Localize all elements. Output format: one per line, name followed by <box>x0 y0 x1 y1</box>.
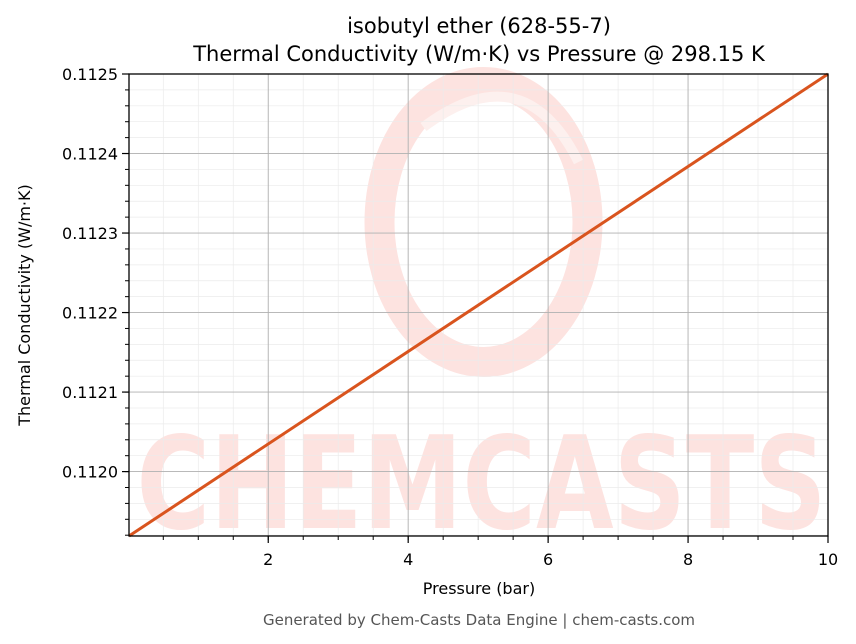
grid <box>129 73 829 536</box>
y-tick-label: 0.1120 <box>62 463 118 482</box>
y-tick-label: 0.1124 <box>62 145 118 164</box>
footer-text: Generated by Chem-Casts Data Engine | ch… <box>263 611 695 629</box>
x-tick-label: 8 <box>683 550 693 569</box>
x-tick-label: 10 <box>818 550 838 569</box>
x-tick-label: 2 <box>263 550 273 569</box>
x-axis: 2 4 6 8 10 <box>162 536 838 569</box>
series-line <box>128 72 829 538</box>
y-axis: 0.1120 0.1121 0.1122 0.1123 0.1124 0.1125 <box>62 65 129 536</box>
x-tick-label: 6 <box>543 550 553 569</box>
watermark-text: CHEMCASTS <box>137 410 827 559</box>
y-tick-label: 0.1122 <box>62 304 118 323</box>
chart-title: isobutyl ether (628-55-7) <box>347 14 611 38</box>
watermark-logo-swirl <box>420 91 583 165</box>
chart-subtitle: Thermal Conductivity (W/m·K) vs Pressure… <box>192 42 766 66</box>
y-tick-label: 0.1123 <box>62 224 118 243</box>
watermark-logo-ring <box>364 67 603 377</box>
x-tick-label: 4 <box>403 550 413 569</box>
series-layer <box>128 72 829 538</box>
x-axis-label: Pressure (bar) <box>423 579 535 598</box>
chemcasts-watermark: CHEMCASTS <box>137 67 827 559</box>
y-axis-label: Thermal Conductivity (W/m·K) <box>15 184 34 427</box>
y-tick-label: 0.1121 <box>62 383 118 402</box>
y-tick-label: 0.1125 <box>62 65 118 84</box>
